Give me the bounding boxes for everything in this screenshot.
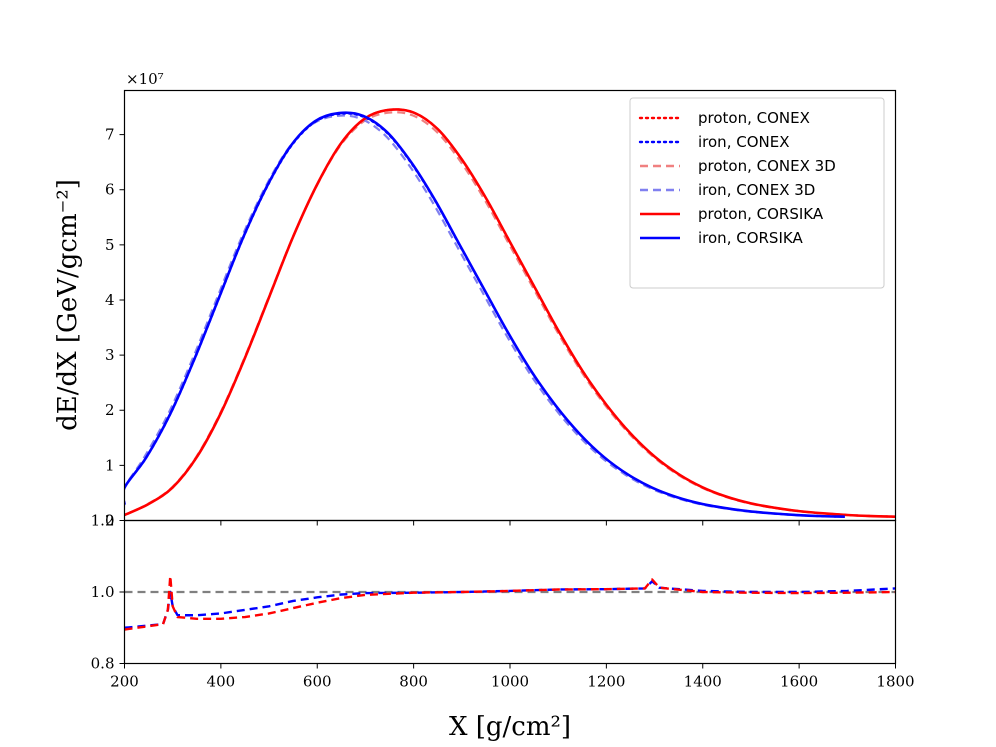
x-axis-label: X [g/cm²] xyxy=(449,712,571,742)
series-iron-corsika-line xyxy=(124,111,845,518)
legend-box xyxy=(629,97,885,289)
legend-label-iron-corsika: iron, CORSIKA xyxy=(698,229,803,247)
x-tick-label: 1200 xyxy=(587,673,625,691)
x-tick-label: 800 xyxy=(399,673,428,691)
x-tick-label: 600 xyxy=(303,673,332,691)
ratio-series-group xyxy=(124,574,896,631)
x-tick-label: 1800 xyxy=(876,673,914,691)
y-tick-label: 6 xyxy=(105,181,115,199)
ratio-panel: 0.8 1.0 1.2 200 400 600 800 1000 1200 1400 1600 18… xyxy=(91,512,915,743)
energy-deposit-panel: 0 1 2 3 4 5 6 7 ×10⁷ dE/dX [GeV/gcm⁻²] proton, … xyxy=(53,70,897,530)
y-tick-label: 7 xyxy=(105,126,115,144)
x-tick-label: 1600 xyxy=(780,673,818,691)
top-series-group xyxy=(124,108,896,518)
series-proton-corsika-line xyxy=(124,108,896,518)
ratio-series-iron-line xyxy=(124,580,896,629)
legend-label-iron-conex: iron, CONEX xyxy=(698,133,789,151)
ratio-y-tick-label: 1.0 xyxy=(91,583,115,601)
legend-label-proton-conex-3d: proton, CONEX 3D xyxy=(698,157,836,175)
ratio-y-tick-label: 0.8 xyxy=(91,655,115,673)
y-tick-label: 2 xyxy=(105,401,115,419)
legend-label-proton-conex: proton, CONEX xyxy=(698,109,810,127)
y-tick-label: 3 xyxy=(105,346,115,364)
ratio-y-tick-label: 1.2 xyxy=(91,512,115,530)
legend: proton, CONEX iron, CONEX proton, CONEX 3D… xyxy=(629,97,885,289)
ratio-y-ticks: 0.8 1.0 1.2 xyxy=(91,512,125,673)
x-tick-label: 1000 xyxy=(491,673,529,691)
top-y-ticks: 0 1 2 3 4 5 6 7 xyxy=(105,126,125,530)
x-tick-label: 1400 xyxy=(684,673,722,691)
x-ticks: 200 400 600 800 1000 1200 1400 1600 1800 xyxy=(110,520,915,691)
y-tick-label: 1 xyxy=(105,456,115,474)
y-tick-label: 4 xyxy=(105,291,115,309)
x-tick-label: 400 xyxy=(207,673,236,691)
y-multiplier-label: ×10⁷ xyxy=(126,70,164,88)
y-tick-label: 5 xyxy=(105,236,115,254)
ratio-series-proton-line xyxy=(124,574,896,631)
legend-label-proton-corsika: proton, CORSIKA xyxy=(698,205,824,223)
legend-label-iron-conex-3d: iron, CONEX 3D xyxy=(698,181,815,199)
y-axis-label: dE/dX [GeV/gcm⁻²] xyxy=(53,179,83,431)
x-tick-label: 200 xyxy=(110,673,139,691)
y-tick-label: 0 xyxy=(105,512,115,530)
